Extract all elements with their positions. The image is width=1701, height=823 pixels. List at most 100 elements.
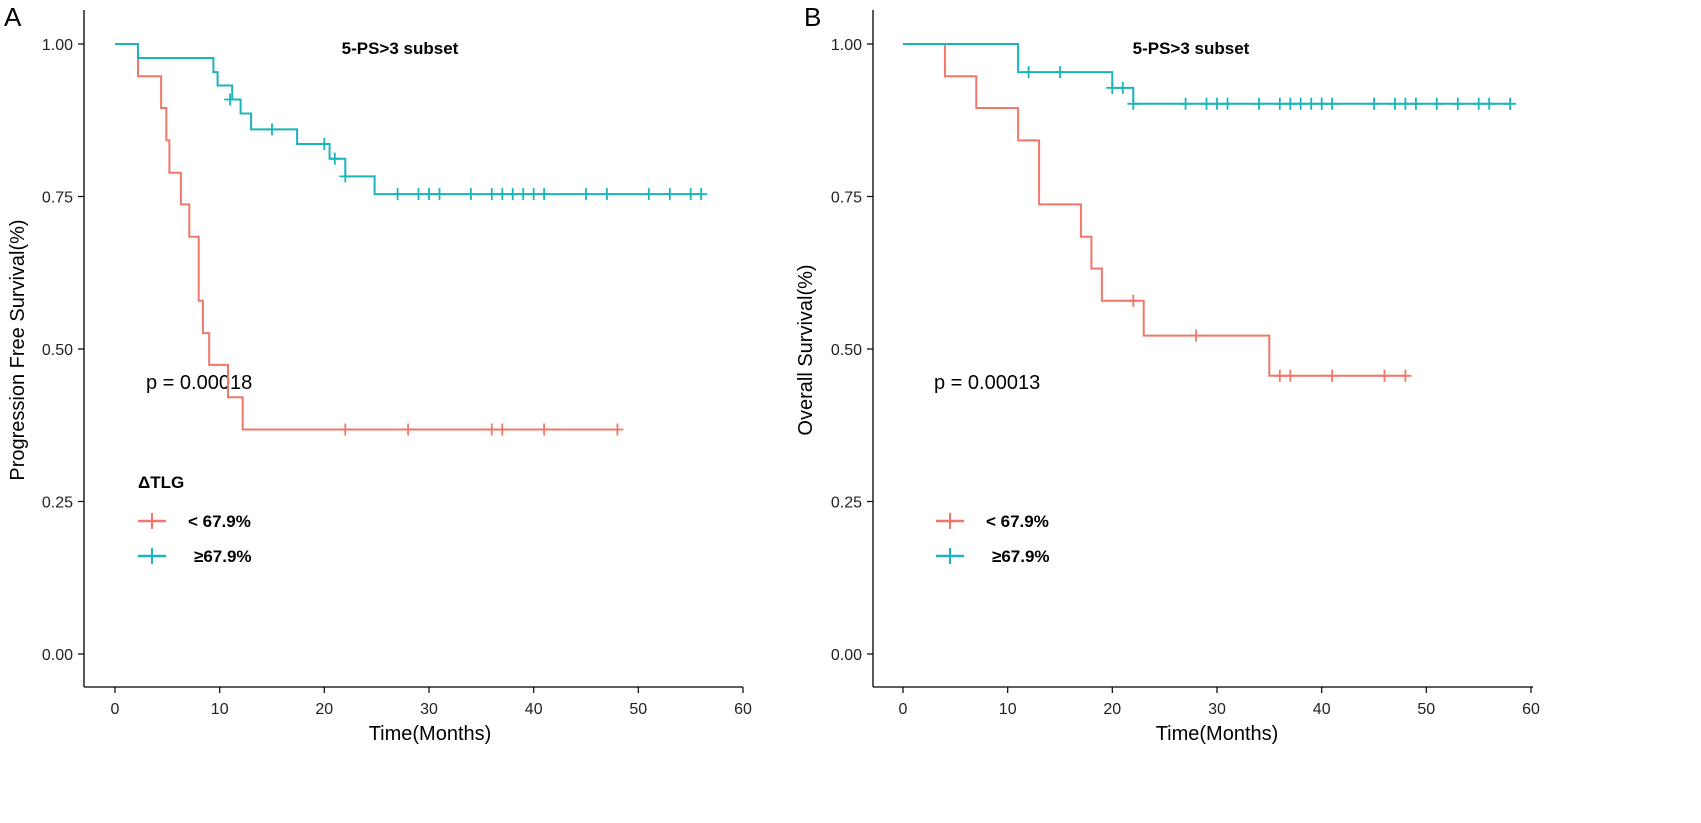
panel-b-x-tick-label: 40 — [1313, 701, 1331, 718]
panel-b-x-tick-label: 60 — [1522, 701, 1540, 718]
panel-a-x-tick-label: 40 — [525, 701, 543, 718]
panel-b-y-tick-label: 1.00 — [831, 37, 862, 54]
panel-b-censor-mark-low — [1399, 369, 1412, 382]
panel-b-censor-mark-high — [1273, 97, 1286, 110]
panel-b-os-chart: B 5-PS>3 subset 1.00 0.75 0.50 0.25 0.00… — [795, 2, 1540, 745]
panel-a-x-tick-label: 60 — [734, 701, 752, 718]
panel-a-censor-mark-low — [402, 423, 415, 436]
panel-a-censor-mark-low — [339, 423, 352, 436]
panel-b-censor-mark-high — [1399, 97, 1412, 110]
panel-b-censor-mark-low — [1190, 329, 1203, 342]
panel-a-censor-mark-high — [328, 152, 341, 165]
panel-b-censor-mark-high — [1472, 97, 1485, 110]
panel-b-y-tick-label: 0.25 — [831, 495, 862, 512]
panel-b-x-tick-label: 0 — [899, 701, 908, 718]
panel-b-censor-mark-high — [1504, 97, 1517, 110]
panel-a-censor-mark-high — [318, 138, 331, 150]
panel-b-censor-mark-high — [1284, 97, 1297, 110]
panel-a-legend-label-high: ≥67.9% — [194, 547, 252, 566]
panel-a-censor-mark-low — [611, 423, 624, 436]
panel-b-censor-mark-low — [1378, 369, 1391, 382]
panel-a-x-tick-label: 30 — [420, 701, 438, 718]
panel-a-censor-mark-high — [642, 188, 655, 201]
panel-b-censor-mark-high — [1200, 97, 1213, 110]
panel-a-censor-mark-high — [391, 188, 404, 201]
panel-b-censor-mark-high — [1368, 97, 1380, 110]
panel-b-censor-mark-high — [1305, 97, 1318, 110]
panel-b-y-tick-label: 0.50 — [831, 342, 862, 359]
panel-b-censor-mark-high — [1388, 97, 1401, 110]
panel-b-censor-mark-high — [1022, 66, 1035, 79]
panel-b-censor-mark-high — [1179, 97, 1192, 110]
panel-b-censor-mark-high — [1315, 97, 1328, 110]
panel-a-censor-mark-high — [464, 188, 477, 201]
panel-a-censor-mark-high — [538, 188, 551, 201]
panel-a-y-axis-title: Progression Free Survival(%) — [7, 219, 29, 480]
panel-b-x-tick-label: 20 — [1103, 701, 1121, 718]
panel-a-legend-label-low: < 67.9% — [188, 512, 251, 531]
panel-a-censor-mark-high — [506, 188, 519, 201]
panel-b-legend-label-low: < 67.9% — [986, 512, 1049, 531]
panel-a-curve-high — [115, 43, 702, 196]
panel-a-p-value: p = 0.00018 — [146, 372, 252, 394]
panel-a-censor-mark-high — [663, 188, 676, 201]
panel-a-censor-mark-high — [266, 123, 278, 136]
panel-b-censor-mark-high — [1211, 97, 1223, 110]
panel-a-y-tick-label: 1.00 — [42, 37, 73, 54]
panel-a-censor-mark-low — [496, 423, 509, 436]
panel-a-x-tick-label: 20 — [315, 701, 333, 718]
panel-b-x-axis-title: Time(Months) — [1156, 723, 1279, 745]
panel-b-x-tick-label: 30 — [1208, 701, 1226, 718]
panel-b-censor-mark-high — [1483, 97, 1496, 110]
panel-b-legend-label-high: ≥67.9% — [992, 547, 1050, 566]
panel-b-censor-mark-low — [1273, 369, 1286, 382]
panel-a-censor-mark-high — [423, 188, 435, 201]
panel-b-censor-mark-high — [1430, 97, 1443, 110]
panel-b-censor-mark-high — [1054, 66, 1066, 79]
panel-a-censor-mark-high — [485, 188, 498, 201]
panel-b-censor-mark-high — [1127, 97, 1140, 110]
panel-a-censor-mark-high — [600, 188, 613, 201]
panel-b-letter: B — [804, 2, 821, 32]
panel-a-censor-mark-high — [527, 188, 540, 201]
panel-a-censor-mark-high — [433, 188, 446, 201]
panel-b-censor-mark-high — [1116, 81, 1129, 94]
panel-b-censor-mark-low — [1326, 369, 1339, 382]
panel-a-x-tick-label: 0 — [111, 701, 120, 718]
panel-a-curve-low — [115, 43, 618, 431]
panel-a-letter: A — [4, 2, 22, 32]
panel-b-y-tick-label: 0.75 — [831, 190, 862, 207]
panel-a-censor-mark-high — [339, 170, 352, 183]
panel-a-plot-area — [115, 43, 708, 436]
panel-a-y-tick-label: 0.75 — [42, 190, 73, 207]
panel-b-x-tick-label: 10 — [999, 701, 1017, 718]
panel-a-title: 5-PS>3 subset — [342, 39, 459, 58]
panel-b-censor-mark-low — [1127, 294, 1140, 307]
panel-b-censor-mark-high — [1326, 97, 1339, 110]
panel-a-x-tick-label: 50 — [629, 701, 647, 718]
panel-a-censor-mark-low — [485, 423, 498, 436]
panel-a-pfs-chart: A 5-PS>3 subset 1.00 0.75 0.50 0.25 0.00… — [4, 2, 752, 745]
panel-b-censor-mark-high — [1294, 97, 1307, 110]
panel-a-censor-mark-high — [684, 188, 697, 201]
panel-b-p-value: p = 0.00013 — [934, 372, 1040, 394]
panel-b-censor-mark-high — [1221, 97, 1234, 110]
panel-b-censor-mark-high — [1451, 97, 1464, 110]
panel-a-censor-mark-high — [224, 93, 237, 106]
panel-a-censor-mark-high — [496, 188, 509, 201]
panel-b-plot-area — [903, 43, 1517, 382]
panel-a-y-tick-label: 0.25 — [42, 495, 73, 512]
panel-b-censor-mark-high — [1252, 97, 1265, 110]
panel-a-y-tick-label: 0.00 — [42, 647, 73, 664]
panel-b-censor-mark-high — [1106, 81, 1119, 94]
panel-a-censor-mark-high — [517, 188, 530, 201]
panel-a-censor-mark-low — [538, 423, 551, 436]
panel-a-censor-mark-high — [412, 188, 425, 201]
panel-a-x-axis-title: Time(Months) — [369, 723, 492, 745]
panel-b-title: 5-PS>3 subset — [1133, 39, 1250, 58]
panel-a-x-tick-label: 10 — [211, 701, 229, 718]
panel-b-y-tick-label: 0.00 — [831, 647, 862, 664]
panel-b-x-tick-label: 50 — [1417, 701, 1435, 718]
